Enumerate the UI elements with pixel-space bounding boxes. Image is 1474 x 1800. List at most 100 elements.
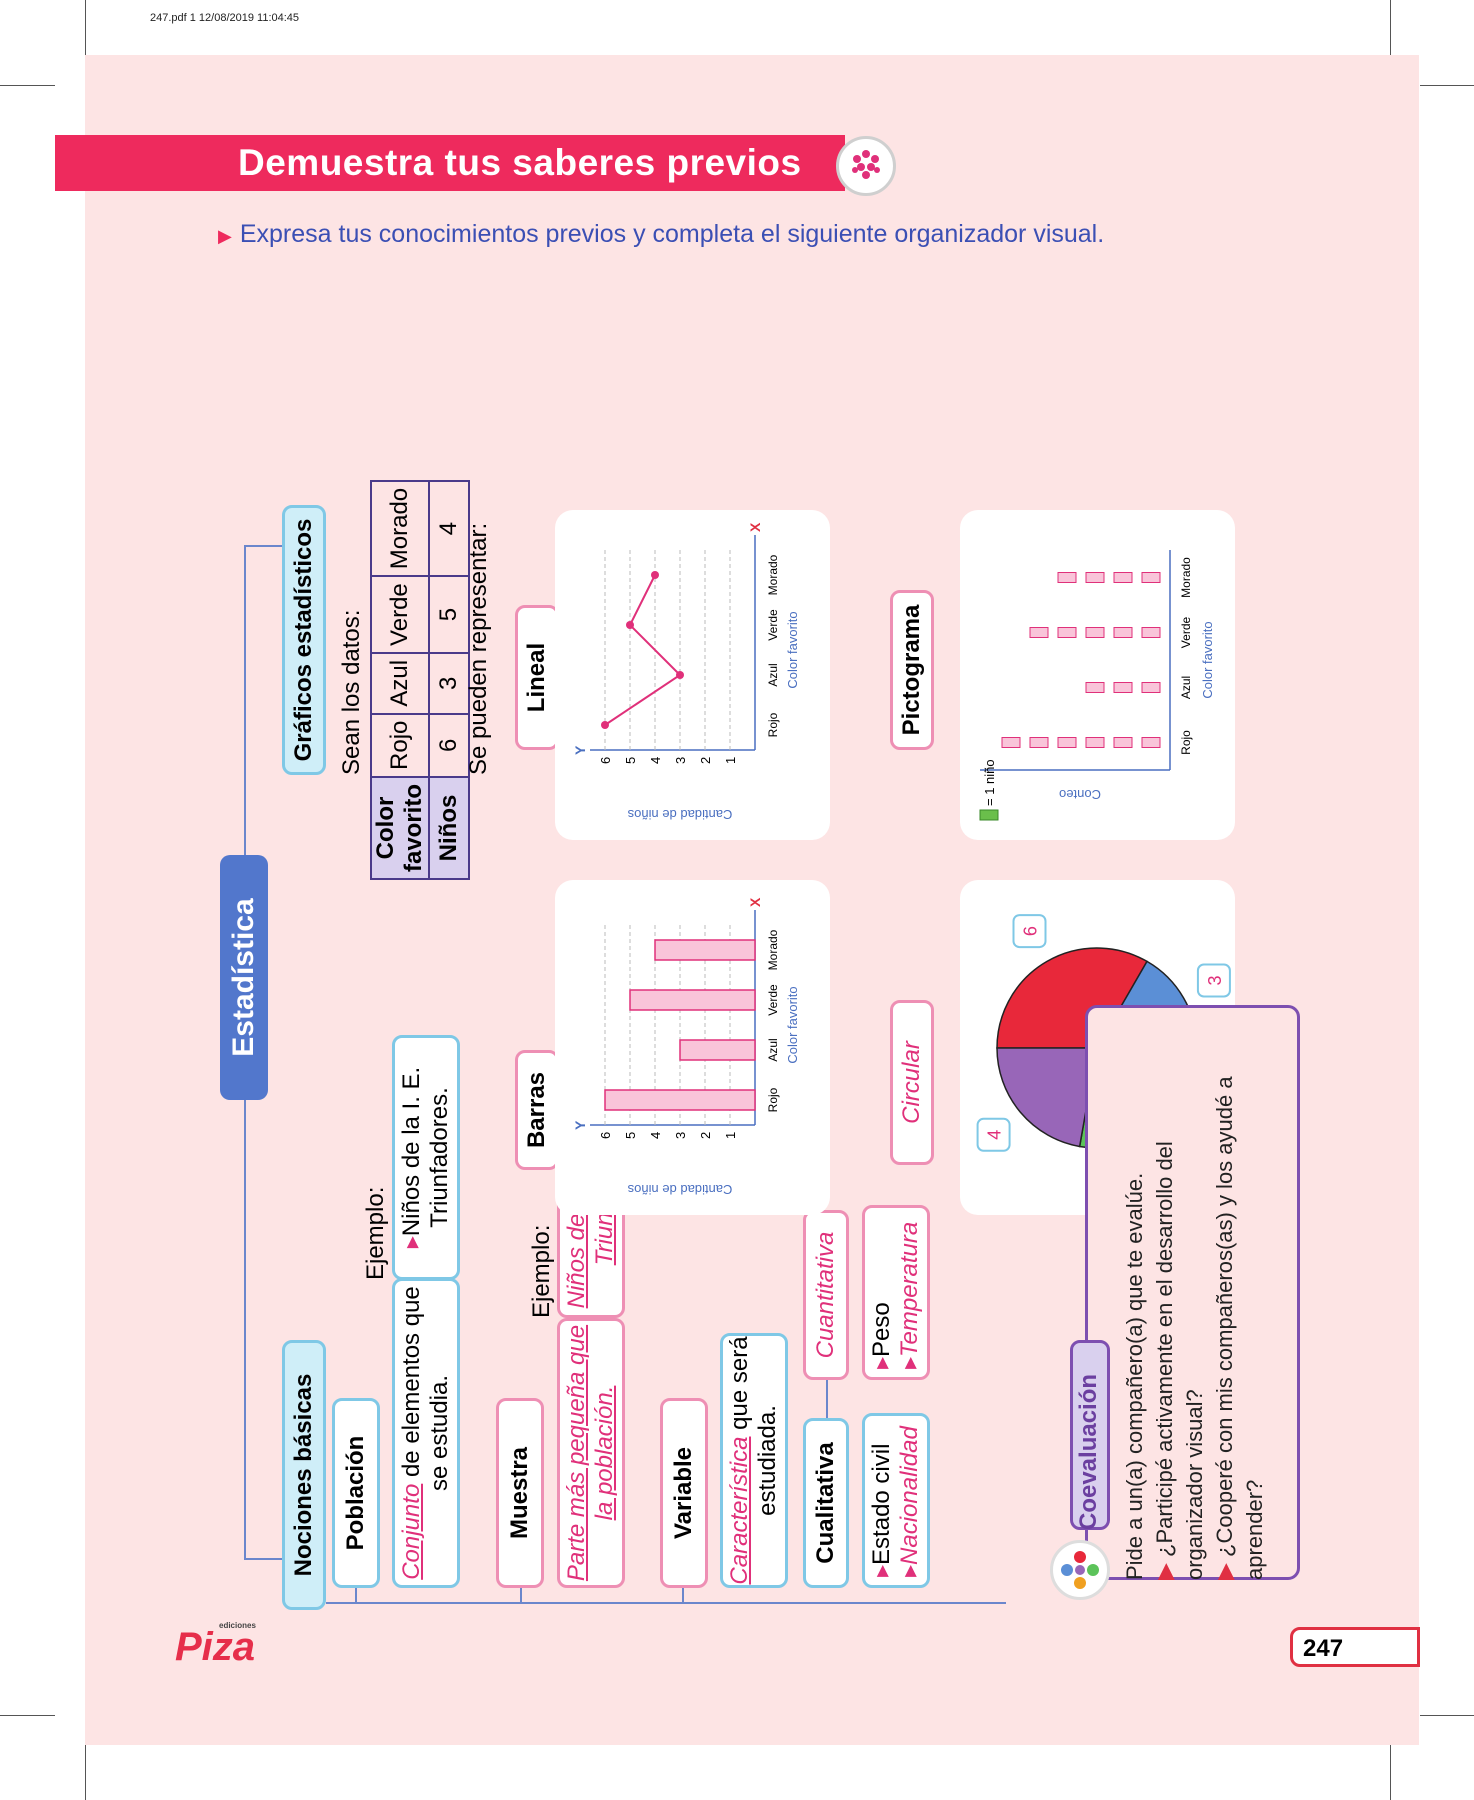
table-cell: Rojo [371, 713, 429, 777]
variable-definition: Característica que será estudiada. [720, 1333, 788, 1588]
bar [629, 989, 756, 1011]
variable-label: Variable [670, 1446, 697, 1540]
x-tick-label: Verde [1179, 616, 1193, 648]
y-axis-letter: Y [572, 1120, 588, 1130]
y-axis-title: Conteo [1059, 787, 1101, 802]
slice-label-box [1012, 914, 1047, 949]
page-number-tab: 247 [1290, 1627, 1420, 1667]
pencil-icon [1029, 627, 1049, 638]
coevaluacion-item: ¿Cooperé con mis compañeros(as) y los ay… [1212, 1076, 1267, 1580]
cualitativa-item: Nacionalidad [896, 1426, 923, 1565]
connector [355, 1588, 357, 1604]
x-tick-label: Rojo [766, 1087, 780, 1112]
data-point [626, 621, 634, 629]
line-chart: Y X 1 2 3 4 5 6 Cantidad de niños Color favorito R… [572, 522, 800, 822]
crop-mark [0, 1715, 55, 1716]
connector [826, 1380, 828, 1418]
x-axis-letter: X [747, 522, 763, 532]
instruction-text: Expresa tus conocimientos previos y comp… [239, 220, 1105, 248]
x-tick-label: Azul [766, 1038, 780, 1061]
poblacion-ejemplo-label: Ejemplo: [362, 1186, 389, 1280]
logo-small-text: ediciones [219, 1621, 256, 1630]
muestra-ejemplo-label: Ejemplo: [528, 1224, 555, 1318]
barras-node: Barras [515, 1050, 559, 1170]
y-tick-label: 2 [698, 757, 713, 764]
coevaluacion-item: ¿Participé activamente en el desarrollo … [1152, 1141, 1207, 1580]
poblacion-def-highlight: Conjunto [398, 1483, 425, 1580]
crop-mark [1420, 1715, 1474, 1716]
circular-node: Circular [890, 1000, 934, 1165]
y-tick-label: 4 [648, 757, 663, 764]
legend-label: = 1 niño [982, 759, 997, 806]
pencil-icon [1085, 627, 1105, 638]
pencil-icon [1029, 737, 1049, 748]
legend-pencil-icon [979, 809, 999, 821]
nociones-basicas-node: Nociones básicas [282, 1340, 326, 1610]
coevaluacion-box [1085, 1005, 1300, 1580]
x-axis-title: Color favorito [785, 986, 800, 1063]
connector [326, 1602, 1006, 1604]
x-tick-label: Morado [766, 929, 780, 970]
root-node-estadistica: Estadística [220, 855, 268, 1100]
circular-label: Circular [898, 1041, 925, 1124]
cualitativa-examples: ▸Estado civil ▸Nacionalidad [862, 1413, 930, 1588]
muestra-definition: Parte más pequeña que la población. [557, 1318, 625, 1588]
variable-def-highlight: Característica [726, 1436, 753, 1585]
crop-mark [1390, 1745, 1391, 1800]
y-tick-label: 1 [723, 1132, 738, 1139]
line-chart-panel: Y X 1 2 3 4 5 6 Cantidad de niños Color favorito R… [555, 510, 830, 840]
x-axis-title: Color favorito [785, 611, 800, 688]
x-tick-label: Verde [766, 984, 780, 1016]
pencil-icon [1141, 627, 1161, 638]
cualitativa-item: Estado civil [868, 1443, 895, 1565]
pencil-icon [1141, 737, 1161, 748]
muestra-def-text: Parte más pequeña que la población. [563, 1324, 618, 1582]
pictogram-chart: Conteo Color favorito Rojo Azul Verde Morado =… [979, 550, 1215, 821]
pencil-icon [1085, 737, 1105, 748]
title-banner [55, 135, 845, 191]
cualitativa-node: Cualitativa [803, 1418, 849, 1588]
slice-label: 6 [1021, 926, 1041, 936]
poblacion-definition: Conjunto de elementos que se estudia. [392, 1278, 460, 1588]
connector [244, 1558, 284, 1560]
x-tick-label: Rojo [1179, 730, 1193, 755]
pencil-icon [1141, 682, 1161, 693]
pencil-icon [1113, 737, 1133, 748]
x-tick-label: Morado [766, 554, 780, 595]
data-point [651, 571, 659, 579]
sean-los-datos: Sean los datos: [338, 609, 365, 775]
y-axis-letter: Y [572, 745, 588, 755]
crop-mark [1420, 85, 1474, 86]
connector [520, 1588, 522, 1604]
barras-label: Barras [523, 1071, 550, 1149]
pencil-icon [1113, 627, 1133, 638]
table-cell: Azul [371, 652, 429, 714]
table-row: Color favorito Rojo Azul Verde Morado [371, 480, 429, 879]
pencil-icon [1113, 572, 1133, 583]
connector [244, 545, 246, 855]
muestra-label: Muestra [506, 1446, 533, 1540]
y-tick-label: 4 [648, 1132, 663, 1139]
x-tick-label: Azul [1179, 676, 1193, 699]
bar-chart: Y X 1 2 3 4 5 6 Cantidad de niños Color favorito R… [572, 897, 800, 1197]
y-tick-label: 5 [623, 757, 638, 764]
table-cell: Verde [371, 576, 429, 653]
bar [654, 939, 756, 961]
muestra-node: Muestra [496, 1398, 544, 1588]
crop-mark [0, 85, 55, 86]
pencil-icon [1001, 737, 1021, 748]
print-header: 247.pdf 1 12/08/2019 11:04:45 [150, 12, 300, 24]
x-tick-label: Verde [766, 609, 780, 641]
y-tick-label: 1 [723, 757, 738, 764]
slice-label: 4 [985, 1130, 1005, 1140]
page-number: 247 [1303, 1635, 1344, 1662]
bullet-arrow-icon: ▶ [218, 226, 232, 246]
cuantitativa-label: Cuantitativa [812, 1231, 839, 1359]
y-tick-label: 3 [673, 757, 688, 764]
table-row: Niños 6 3 5 4 [429, 480, 469, 879]
x-tick-label: Morado [1179, 557, 1193, 598]
poblacion-def-text: de elementos que se estudia. [398, 1286, 453, 1492]
crop-mark [85, 1745, 86, 1800]
se-pueden-representar: Se pueden representar: [465, 522, 492, 775]
data-point [601, 721, 609, 729]
